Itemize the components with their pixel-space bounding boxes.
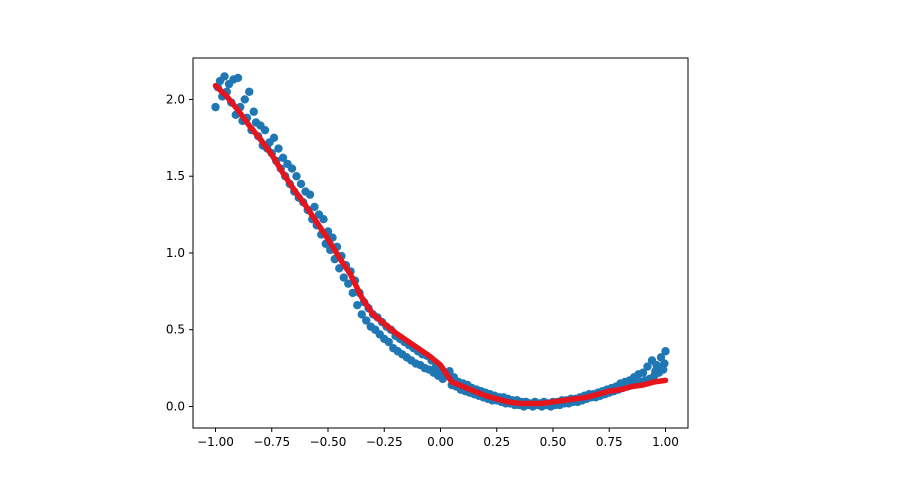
scatter-point [651,367,660,376]
plot-area [211,72,670,411]
scatter-point [249,107,258,116]
x-tick-label: 0.25 [483,435,510,449]
y-tick-label: 1.0 [166,246,185,260]
scatter-point [348,288,357,298]
scatter-point [287,164,297,173]
scatter-point [335,264,344,273]
scatter-point [269,133,279,143]
scatter-point [656,353,666,362]
scatter-point [245,87,254,96]
scatter-point [274,144,283,153]
y-tick-label: 1.5 [166,169,185,183]
scatter-point [661,347,670,356]
scatter-point [296,179,306,189]
x-tick-label: −0.50 [310,435,347,449]
scatter-point [278,153,288,162]
x-tick-label: 0.75 [596,435,623,449]
x-tick-label: −1.00 [197,435,234,449]
scatter-point [344,279,353,288]
x-tick-label: 0.50 [540,435,567,449]
y-tick-label: 2.0 [166,92,185,106]
x-tick-label: −0.75 [253,435,290,449]
scatter-point [339,273,348,282]
scatter-point [353,300,362,310]
x-tick-label: −0.25 [366,435,403,449]
scatter-point [220,72,229,81]
scatter-point [260,125,270,135]
scatter-point [240,95,249,104]
axes: −1.00 −0.75 −0.50 −0.25 0.00 0.25 0.50 0.75 1.00… [166,57,689,449]
scatter-point [638,368,648,377]
scatter-point [362,316,371,325]
scatter-point [384,337,393,347]
x-tick-label: 0.00 [427,435,454,449]
fit-line [212,82,669,407]
scatter-point [211,102,220,112]
y-tick-label: 0.0 [166,400,185,414]
scatter-point [319,215,328,224]
scatter-point [292,172,301,181]
y-tick-label: 0.5 [166,323,185,337]
scatter-point [357,310,366,319]
scatter-point [305,190,315,199]
scatter-point [643,362,652,371]
x-tick-label: 1.00 [652,435,679,449]
scatter-point [233,73,243,83]
scatter-point [310,202,319,212]
